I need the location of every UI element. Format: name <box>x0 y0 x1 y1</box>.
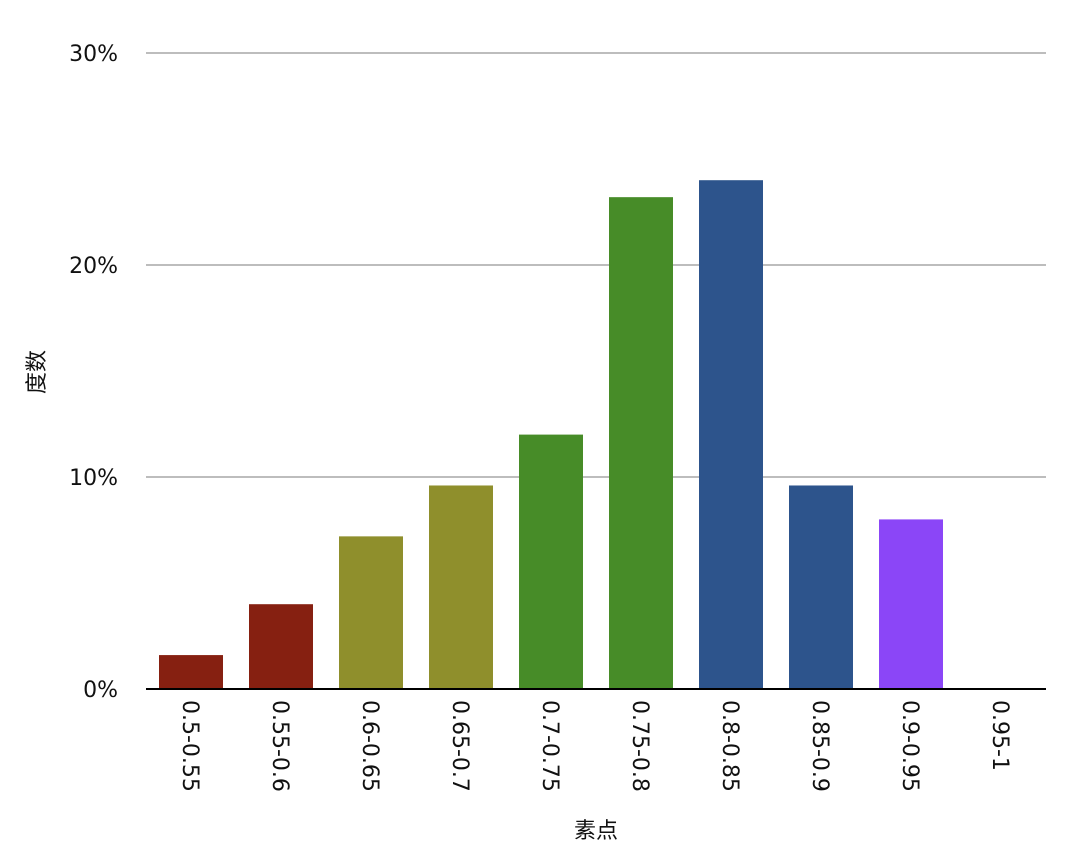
gridlines <box>146 52 1046 478</box>
x-axis-title: 素点 <box>574 819 618 844</box>
bar <box>519 434 583 689</box>
bar <box>789 485 853 689</box>
y-tick-label: 10% <box>69 466 118 491</box>
x-tick-label: 0.95-1 <box>987 700 1012 771</box>
x-tick-labels: 0.5-0.55 0.55-0.6 0.6-0.65 0.65-0.7 0.7-0.75… <box>177 700 1012 792</box>
bar <box>339 536 403 689</box>
y-axis-title: 度数 <box>25 350 50 394</box>
x-tick-label: 0.7-0.75 <box>537 700 562 792</box>
bar <box>699 180 763 689</box>
y-tick-labels: 0% 10% 20% 30% <box>69 42 118 703</box>
bar <box>159 655 223 689</box>
y-tick-label: 0% <box>83 678 118 703</box>
y-tick-label: 20% <box>69 254 118 279</box>
y-tick-label: 30% <box>69 42 118 67</box>
x-tick-label: 0.85-0.9 <box>807 700 832 792</box>
x-tick-label: 0.8-0.85 <box>717 700 742 792</box>
x-tick-label: 0.65-0.7 <box>447 700 472 792</box>
x-tick-label: 0.9-0.95 <box>897 700 922 792</box>
bar <box>609 197 673 689</box>
bar <box>429 485 493 689</box>
x-tick-label: 0.5-0.55 <box>177 700 202 792</box>
bars <box>159 180 943 689</box>
x-tick-label: 0.75-0.8 <box>627 700 652 792</box>
x-tick-label: 0.55-0.6 <box>267 700 292 792</box>
x-tick-label: 0.6-0.65 <box>357 700 382 792</box>
bar <box>879 519 943 689</box>
bar <box>249 604 313 689</box>
